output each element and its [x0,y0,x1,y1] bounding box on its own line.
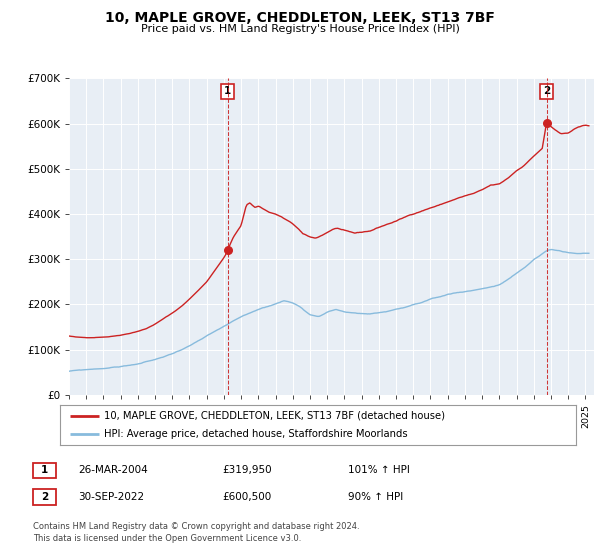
Text: 101% ↑ HPI: 101% ↑ HPI [348,465,410,475]
Text: £600,500: £600,500 [222,492,271,502]
Text: Price paid vs. HM Land Registry's House Price Index (HPI): Price paid vs. HM Land Registry's House … [140,24,460,34]
Text: HPI: Average price, detached house, Staffordshire Moorlands: HPI: Average price, detached house, Staf… [104,430,407,439]
Text: 2: 2 [41,492,48,502]
Text: 2: 2 [543,86,550,96]
Text: 30-SEP-2022: 30-SEP-2022 [78,492,144,502]
Text: £319,950: £319,950 [222,465,272,475]
Text: 26-MAR-2004: 26-MAR-2004 [78,465,148,475]
Text: 1: 1 [41,465,48,475]
Point [223,246,233,255]
Text: 10, MAPLE GROVE, CHEDDLETON, LEEK, ST13 7BF: 10, MAPLE GROVE, CHEDDLETON, LEEK, ST13 … [105,11,495,25]
Point [542,119,551,128]
Text: 10, MAPLE GROVE, CHEDDLETON, LEEK, ST13 7BF (detached house): 10, MAPLE GROVE, CHEDDLETON, LEEK, ST13 … [104,411,445,421]
Text: 1: 1 [224,86,232,96]
Text: Contains HM Land Registry data © Crown copyright and database right 2024.
This d: Contains HM Land Registry data © Crown c… [33,522,359,543]
Text: 90% ↑ HPI: 90% ↑ HPI [348,492,403,502]
